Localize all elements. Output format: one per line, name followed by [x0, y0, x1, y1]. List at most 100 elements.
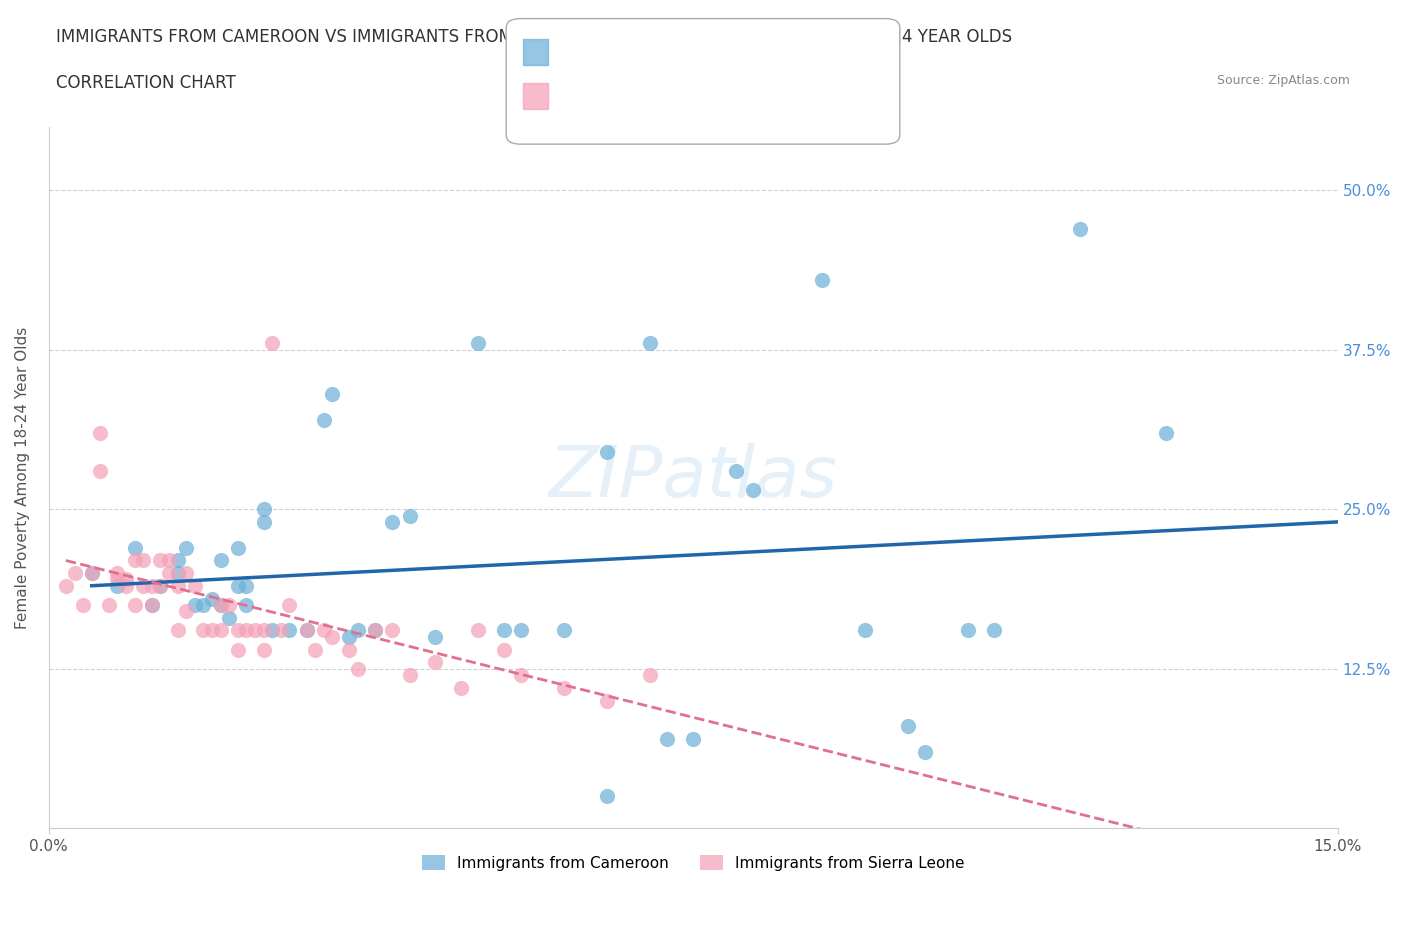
Point [218, 597, 240, 612]
Text: 50: 50 [721, 45, 742, 60]
Point [72, 597, 94, 612]
Point [425, 630, 447, 644]
Point [596, 789, 619, 804]
Point [364, 623, 387, 638]
Point [957, 623, 980, 638]
Point [278, 597, 301, 612]
Point [157, 565, 180, 580]
Point [347, 623, 370, 638]
Y-axis label: Female Poverty Among 18-24 Year Olds: Female Poverty Among 18-24 Year Olds [15, 326, 30, 629]
Point [914, 744, 936, 759]
Point [209, 552, 232, 567]
Point [252, 514, 274, 529]
Point [262, 336, 284, 351]
Point [339, 630, 361, 644]
Point [596, 445, 619, 459]
Point [89, 425, 111, 440]
Point [312, 413, 335, 428]
Point [295, 623, 318, 638]
Point [107, 578, 129, 593]
Point [141, 578, 163, 593]
Point [1069, 221, 1091, 236]
Point [321, 630, 343, 644]
Point [226, 642, 249, 657]
Text: R =: R = [555, 87, 583, 102]
Point [184, 597, 207, 612]
Text: 0.005: 0.005 [605, 87, 652, 102]
Point [174, 565, 197, 580]
Point [107, 572, 129, 587]
Point [742, 483, 765, 498]
Point [141, 597, 163, 612]
Point [80, 565, 103, 580]
Point [149, 552, 172, 567]
Point [252, 623, 274, 638]
Point [174, 604, 197, 618]
Text: 57: 57 [721, 87, 742, 102]
Point [107, 565, 129, 580]
Point [166, 552, 188, 567]
Point [157, 552, 180, 567]
Point [226, 578, 249, 593]
Point [983, 623, 1005, 638]
Point [897, 719, 920, 734]
Point [115, 572, 138, 587]
Text: N =: N = [675, 87, 704, 102]
Point [115, 578, 138, 593]
Point [278, 623, 301, 638]
Point [1154, 425, 1177, 440]
Point [252, 502, 274, 517]
Point [510, 623, 533, 638]
Point [209, 623, 232, 638]
Point [63, 565, 86, 580]
Point [149, 578, 172, 593]
Point [339, 642, 361, 657]
Point [381, 623, 404, 638]
Point [312, 623, 335, 638]
Point [201, 623, 224, 638]
Point [97, 597, 120, 612]
Point [262, 623, 284, 638]
Point [124, 540, 146, 555]
Legend: Immigrants from Cameroon, Immigrants from Sierra Leone: Immigrants from Cameroon, Immigrants fro… [416, 848, 970, 877]
Point [853, 623, 876, 638]
Point [218, 610, 240, 625]
Point [209, 597, 232, 612]
Point [467, 336, 489, 351]
Point [596, 693, 619, 708]
Text: IMMIGRANTS FROM CAMEROON VS IMMIGRANTS FROM SIERRA LEONE FEMALE POVERTY AMONG 18: IMMIGRANTS FROM CAMEROON VS IMMIGRANTS F… [56, 28, 1012, 46]
Point [235, 623, 257, 638]
Point [553, 681, 575, 696]
Point [381, 514, 404, 529]
Point [638, 668, 661, 683]
Point [209, 597, 232, 612]
Text: Source: ZipAtlas.com: Source: ZipAtlas.com [1216, 74, 1350, 87]
Point [364, 623, 387, 638]
Point [243, 623, 266, 638]
Point [124, 597, 146, 612]
Point [398, 508, 420, 523]
Point [166, 565, 188, 580]
Point [321, 387, 343, 402]
Point [80, 565, 103, 580]
Point [193, 597, 215, 612]
Point [295, 623, 318, 638]
Point [89, 463, 111, 478]
Point [682, 731, 704, 746]
Point [235, 578, 257, 593]
Text: N =: N = [675, 45, 704, 60]
Point [166, 623, 188, 638]
Point [494, 642, 516, 657]
Point [55, 578, 77, 593]
Point [252, 642, 274, 657]
Point [347, 661, 370, 676]
Point [149, 578, 172, 593]
Point [494, 623, 516, 638]
Point [398, 668, 420, 683]
Point [132, 578, 155, 593]
Point [725, 463, 748, 478]
Point [226, 540, 249, 555]
Point [304, 642, 326, 657]
Text: 0.251: 0.251 [605, 45, 652, 60]
Point [638, 336, 661, 351]
